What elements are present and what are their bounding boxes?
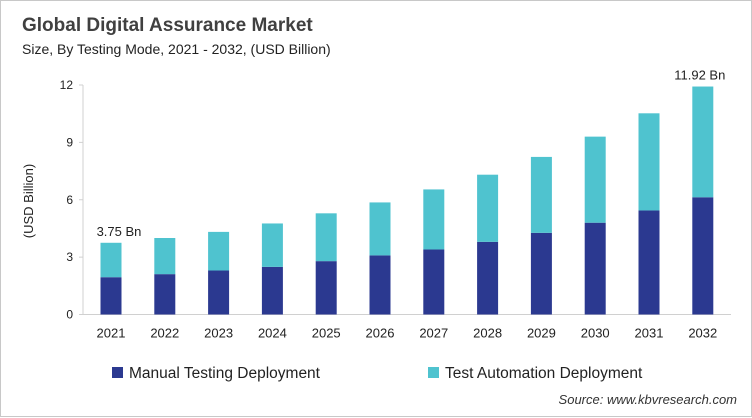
bar-automation-2023	[208, 231, 230, 271]
x-tick-label: 2024	[258, 326, 287, 341]
bar-automation-2024	[261, 223, 283, 267]
bar-automation-2025	[315, 213, 337, 262]
bar-automation-2026	[369, 202, 391, 256]
bar-manual-2022	[154, 274, 176, 315]
x-tick-label: 2027	[419, 326, 448, 341]
bar-manual-2030	[584, 222, 606, 315]
y-tick-label: 6	[66, 193, 73, 207]
bar-manual-2028	[477, 241, 499, 315]
x-tick-label: 2025	[312, 326, 341, 341]
bar-manual-2023	[208, 270, 230, 315]
y-tick-label: 9	[66, 135, 73, 149]
y-tick-label: 12	[60, 78, 74, 92]
y-tick-label: 3	[66, 250, 73, 264]
chart-title: Global Digital Assurance Market	[22, 15, 313, 36]
bar-automation-2028	[477, 174, 499, 242]
y-tick-label: 0	[66, 308, 73, 322]
bar-manual-2027	[423, 249, 445, 315]
x-tick-label: 2028	[473, 326, 502, 341]
bar-automation-2029	[530, 156, 552, 233]
bar-manual-2026	[369, 255, 391, 315]
x-tick-label: 2021	[97, 326, 126, 341]
bar-manual-2031	[638, 210, 660, 315]
x-tick-label: 2022	[150, 326, 179, 341]
legend-swatch	[112, 367, 123, 378]
bar-manual-2032	[692, 197, 714, 315]
x-tick-label: 2023	[204, 326, 233, 341]
bar-automation-2030	[584, 136, 606, 223]
x-tick-label: 2031	[635, 326, 664, 341]
x-tick-label: 2026	[366, 326, 395, 341]
x-tick-label: 2030	[581, 326, 610, 341]
legend-swatch	[428, 367, 439, 378]
source-note: Source: www.kbvresearch.com	[558, 392, 737, 407]
bar-manual-2021	[100, 277, 122, 315]
data-label: 11.92 Bn	[674, 68, 725, 83]
bar-manual-2024	[261, 266, 283, 315]
bar-automation-2021	[100, 242, 122, 278]
bar-automation-2032	[692, 86, 714, 198]
chart-subtitle: Size, By Testing Mode, 2021 - 2032, (USD…	[22, 41, 331, 57]
bar-automation-2022	[154, 238, 176, 275]
y-axis-label: (USD Billion)	[21, 164, 36, 238]
bar-manual-2029	[530, 232, 552, 315]
bar-automation-2027	[423, 189, 445, 250]
legend-label: Test Automation Deployment	[445, 365, 643, 382]
x-tick-label: 2029	[527, 326, 556, 341]
legend-label: Manual Testing Deployment	[129, 365, 321, 382]
data-label: 3.75 Bn	[97, 224, 142, 239]
bar-automation-2031	[638, 113, 660, 211]
bar-manual-2025	[315, 261, 337, 315]
x-tick-label: 2032	[688, 326, 717, 341]
